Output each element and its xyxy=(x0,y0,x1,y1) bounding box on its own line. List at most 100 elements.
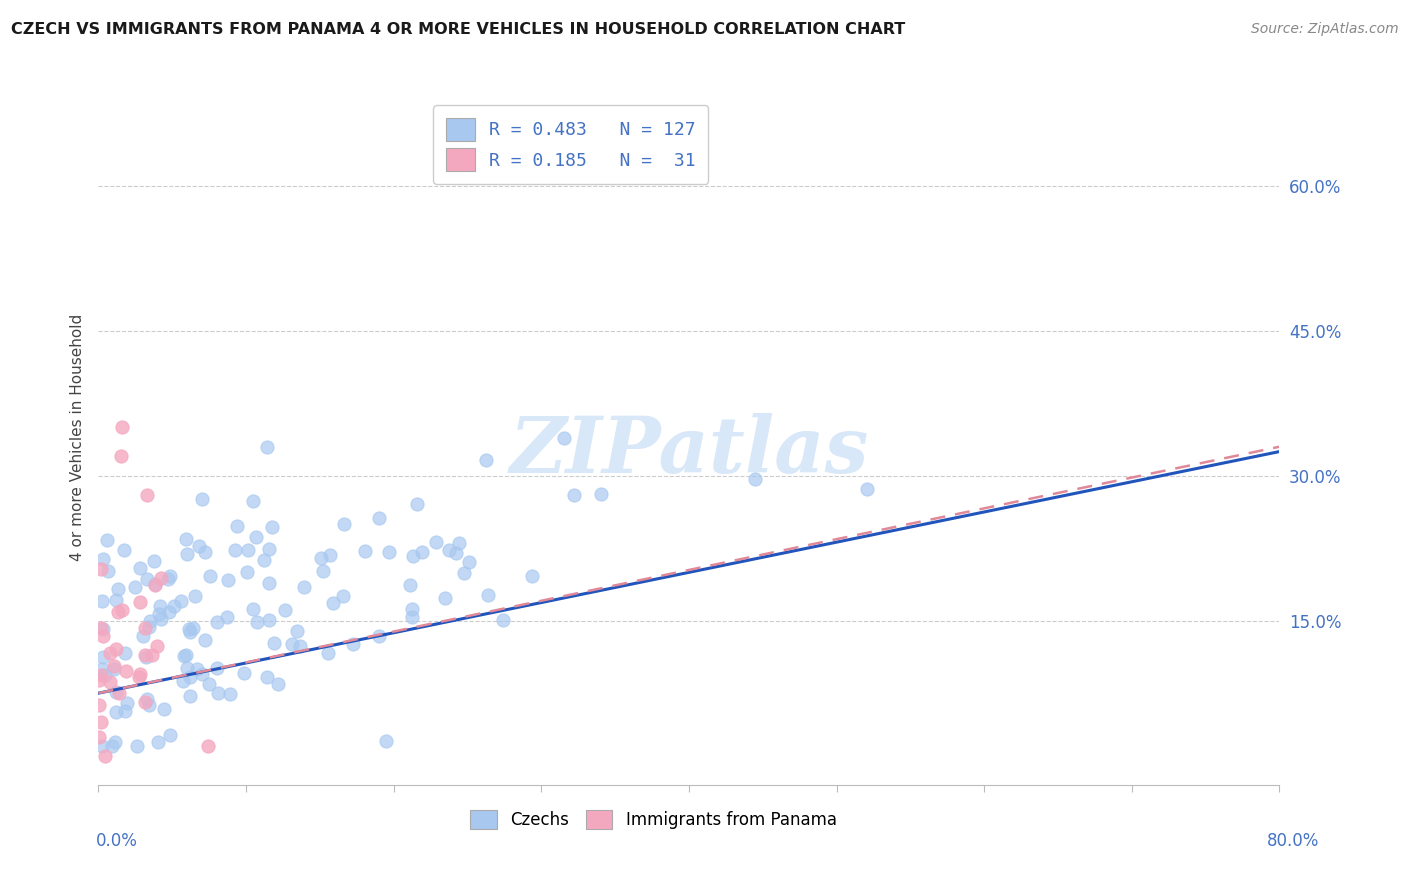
Point xyxy=(405,497,427,511)
Point xyxy=(491,614,513,628)
Point xyxy=(257,613,280,627)
Point xyxy=(108,685,131,699)
Point xyxy=(207,615,229,629)
Point xyxy=(207,686,229,700)
Point xyxy=(197,739,219,754)
Point xyxy=(246,615,269,629)
Point xyxy=(91,739,114,754)
Point xyxy=(553,431,575,445)
Point xyxy=(141,648,163,663)
Point xyxy=(855,482,877,496)
Point xyxy=(150,571,173,585)
Point xyxy=(333,517,356,532)
Point xyxy=(149,599,172,613)
Point xyxy=(114,665,136,679)
Point xyxy=(411,545,433,559)
Point xyxy=(90,715,112,730)
Point xyxy=(134,621,156,635)
Point xyxy=(458,555,481,569)
Point xyxy=(274,602,297,616)
Point xyxy=(179,625,201,640)
Point xyxy=(520,569,543,583)
Point xyxy=(91,593,114,607)
Point xyxy=(139,614,162,628)
Point xyxy=(89,698,111,712)
Point xyxy=(170,594,193,608)
Point xyxy=(148,607,170,621)
Point xyxy=(205,661,228,675)
Legend: Czechs, Immigrants from Panama: Czechs, Immigrants from Panama xyxy=(464,803,844,836)
Point xyxy=(136,488,159,502)
Point xyxy=(591,487,613,501)
Point xyxy=(219,687,242,701)
Point xyxy=(173,648,195,663)
Point xyxy=(103,663,125,677)
Point xyxy=(217,573,239,587)
Point xyxy=(157,605,180,619)
Point xyxy=(188,539,211,553)
Point xyxy=(90,562,112,576)
Point xyxy=(90,621,112,635)
Point xyxy=(143,578,166,592)
Point xyxy=(114,646,136,660)
Point xyxy=(179,689,201,703)
Point xyxy=(103,658,125,673)
Point xyxy=(245,530,267,544)
Point xyxy=(399,578,422,592)
Point xyxy=(91,622,114,636)
Point xyxy=(194,632,217,647)
Point xyxy=(367,629,389,643)
Point xyxy=(260,519,283,533)
Point xyxy=(257,542,280,557)
Point xyxy=(198,569,221,583)
Point xyxy=(256,670,278,684)
Point xyxy=(256,441,278,455)
Point xyxy=(437,542,460,557)
Point xyxy=(253,553,276,567)
Point xyxy=(128,670,150,684)
Point xyxy=(143,554,166,568)
Point xyxy=(89,673,111,687)
Point xyxy=(172,674,194,689)
Point xyxy=(104,684,127,698)
Point xyxy=(138,620,160,634)
Point xyxy=(176,547,198,561)
Point xyxy=(322,596,344,610)
Point xyxy=(191,667,214,681)
Point xyxy=(97,565,120,579)
Point xyxy=(242,602,264,616)
Point xyxy=(138,698,160,712)
Point xyxy=(157,572,180,586)
Point xyxy=(236,565,259,579)
Point xyxy=(104,735,127,749)
Point xyxy=(132,629,155,643)
Point xyxy=(453,566,475,580)
Point xyxy=(374,733,396,747)
Text: 80.0%: 80.0% xyxy=(1267,831,1319,849)
Point xyxy=(135,691,157,706)
Point xyxy=(112,543,135,558)
Point xyxy=(87,730,110,744)
Point xyxy=(134,695,156,709)
Point xyxy=(316,646,339,660)
Point xyxy=(179,670,201,684)
Point xyxy=(242,494,264,508)
Point xyxy=(342,637,364,651)
Point xyxy=(152,702,174,716)
Point xyxy=(98,675,121,690)
Point xyxy=(98,646,121,660)
Point xyxy=(159,568,181,582)
Point xyxy=(146,640,169,654)
Point xyxy=(425,535,447,549)
Point xyxy=(267,677,290,691)
Point xyxy=(129,561,152,575)
Point xyxy=(174,532,197,546)
Point xyxy=(232,666,254,681)
Point xyxy=(288,639,311,653)
Point xyxy=(150,612,173,626)
Point xyxy=(401,610,423,624)
Point xyxy=(111,420,134,434)
Point xyxy=(96,533,118,547)
Point xyxy=(148,735,170,749)
Point xyxy=(104,593,127,607)
